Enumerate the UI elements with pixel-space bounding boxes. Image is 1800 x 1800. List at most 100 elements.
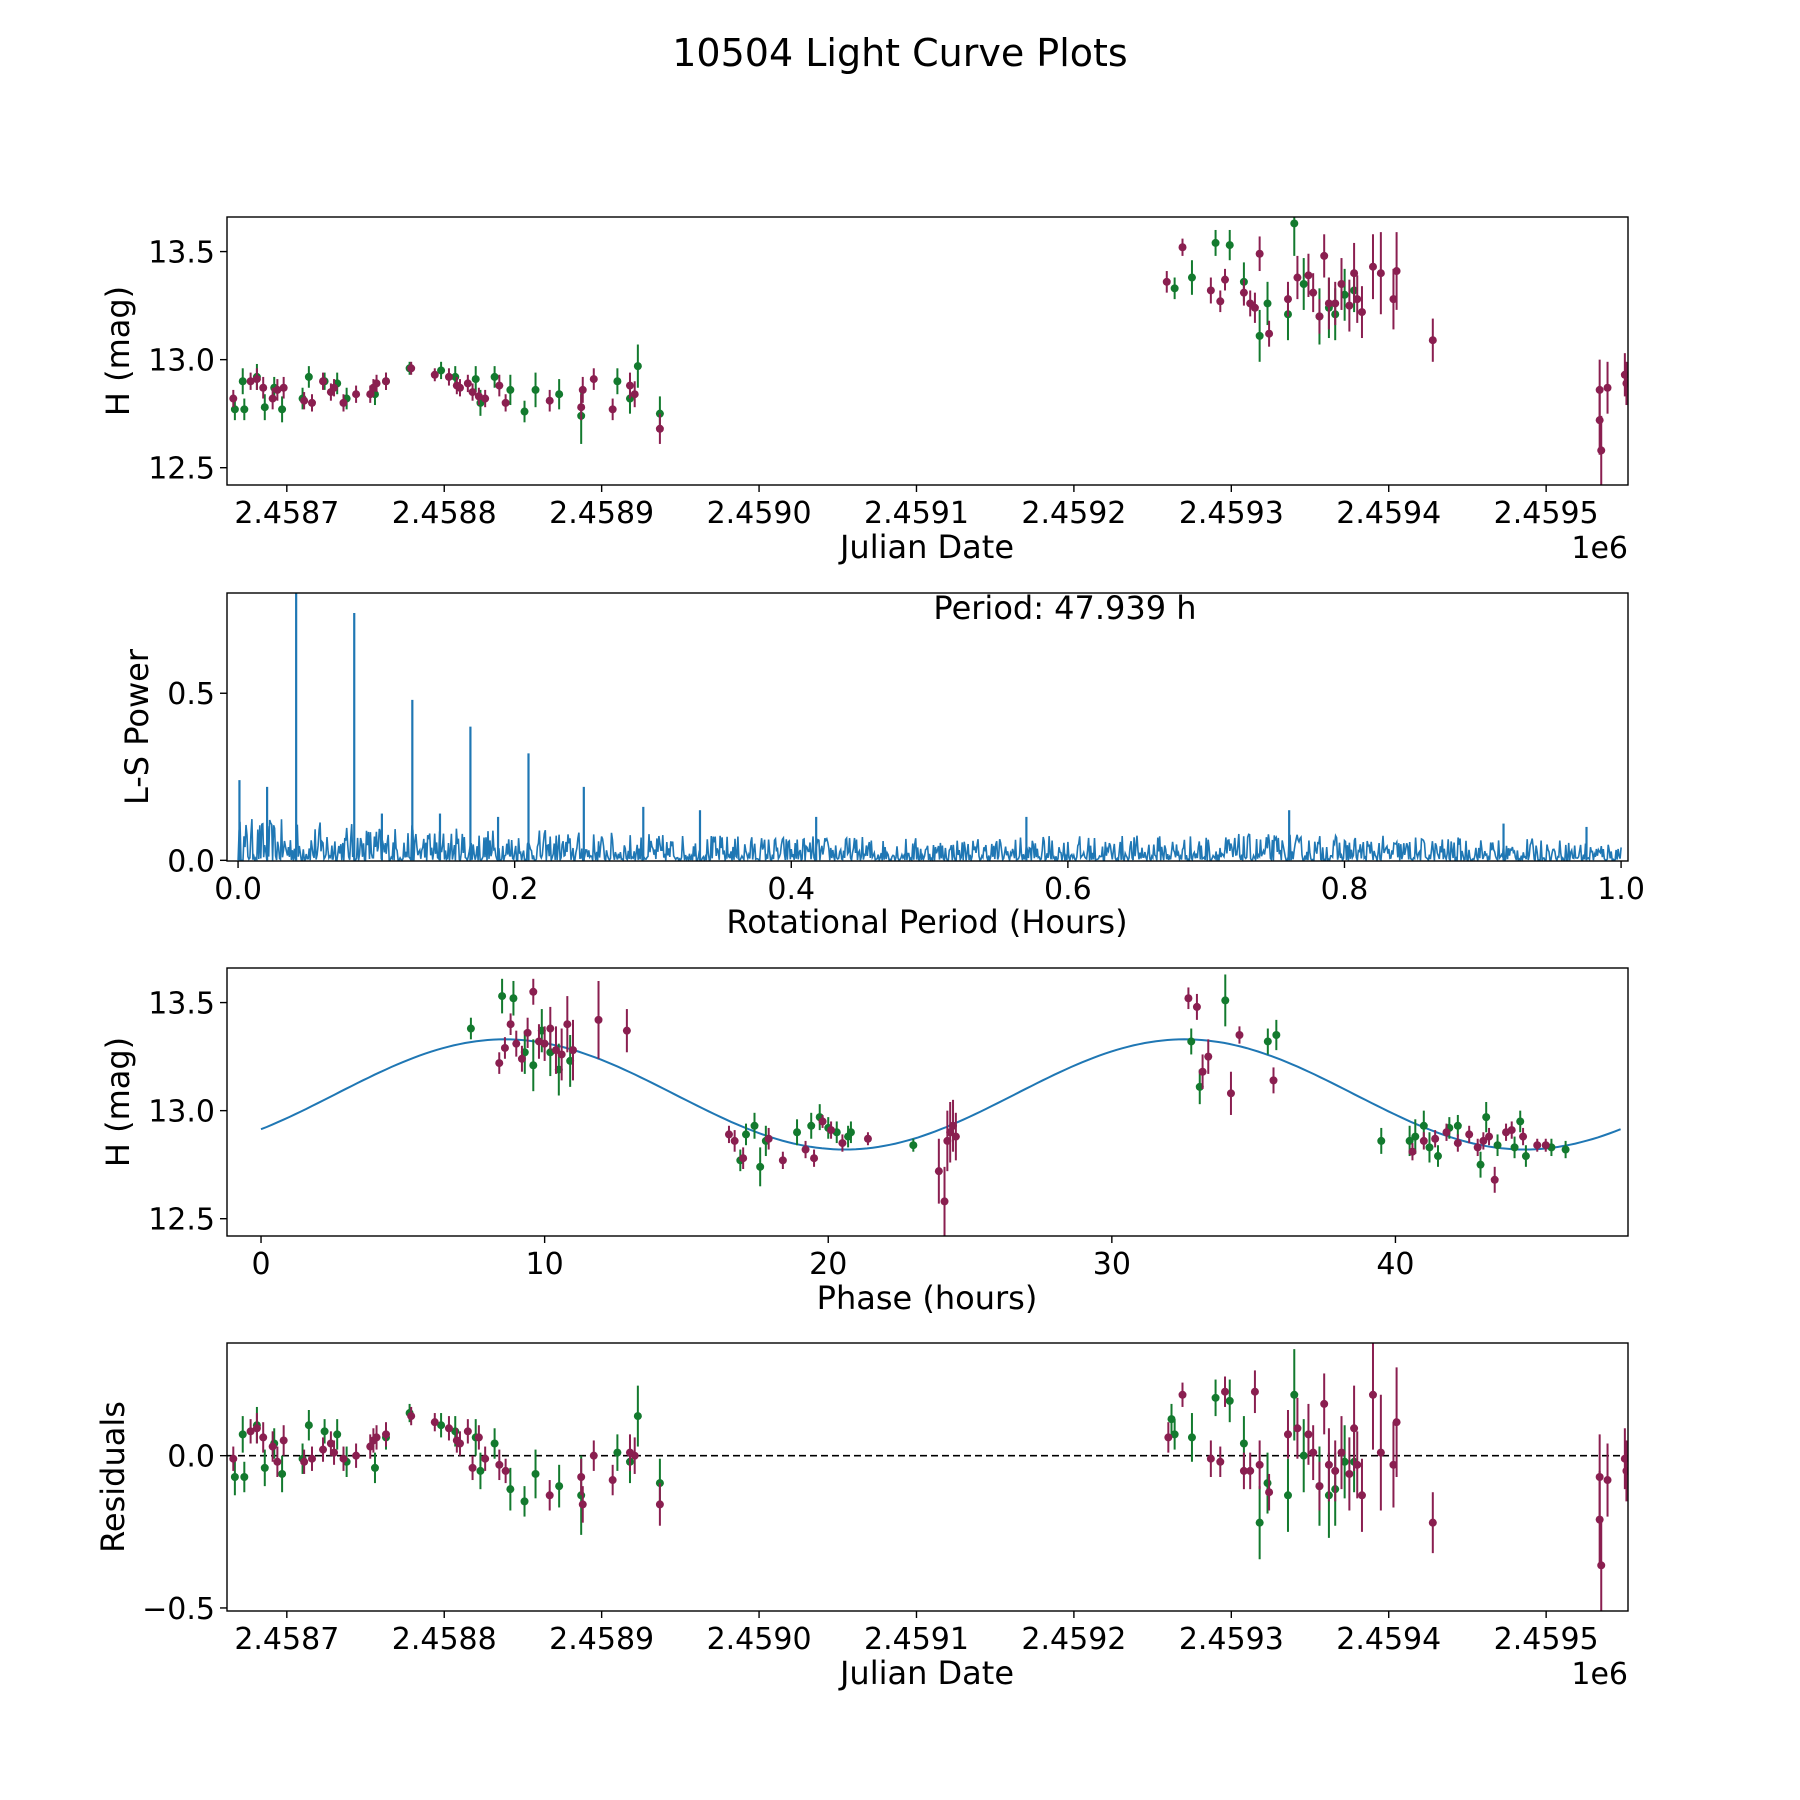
magenta-point bbox=[246, 377, 255, 386]
magenta-point bbox=[1239, 288, 1248, 297]
magenta-point bbox=[1269, 1076, 1278, 1085]
lightcurve-y-tick-label: 12.5 bbox=[148, 452, 215, 487]
magenta-point bbox=[229, 394, 238, 403]
magenta-point bbox=[1622, 379, 1628, 388]
magenta-point bbox=[268, 1442, 277, 1451]
magenta-point bbox=[589, 375, 598, 384]
green-point bbox=[531, 1469, 540, 1478]
green-point bbox=[793, 1128, 802, 1137]
magenta-point bbox=[1622, 1466, 1628, 1475]
green-point bbox=[278, 405, 287, 414]
magenta-point bbox=[1353, 1460, 1362, 1469]
periodogram-x-tick-label: 0.0 bbox=[214, 872, 262, 907]
phased-x-tick-label: 40 bbox=[1376, 1247, 1414, 1282]
panel-lightcurve: 2.4587 2.4588 2.4589 2.4590 2.4591 2.4592 2.45… bbox=[99, 216, 1629, 566]
periodogram-x-tick-label: 1.0 bbox=[1597, 872, 1645, 907]
model-fit-curve bbox=[260, 1038, 1621, 1151]
magenta-point bbox=[1442, 1128, 1451, 1137]
magenta-point bbox=[1304, 271, 1313, 280]
green-point bbox=[633, 1412, 642, 1421]
magenta-point bbox=[1419, 1136, 1428, 1145]
magenta-point bbox=[1350, 269, 1359, 278]
magenta-point bbox=[1603, 1476, 1612, 1485]
magenta-point bbox=[1235, 1031, 1244, 1039]
magenta-point bbox=[372, 1433, 381, 1442]
residuals-marks bbox=[227, 1343, 1628, 1611]
magenta-point bbox=[1353, 295, 1362, 304]
residuals-x-tick-label: 2.4587 bbox=[234, 1622, 339, 1657]
magenta-point bbox=[468, 1463, 477, 1472]
magenta-point bbox=[540, 1039, 549, 1048]
magenta-point bbox=[1162, 277, 1171, 286]
green-point bbox=[1290, 1390, 1299, 1399]
green-point bbox=[1425, 1143, 1434, 1152]
magenta-point bbox=[818, 1117, 827, 1126]
lightcurve-y-tick-label: 13.5 bbox=[148, 236, 215, 271]
magenta-point bbox=[655, 1500, 664, 1509]
magenta-point bbox=[1345, 301, 1354, 310]
periodogram-y-tick-label: 0.0 bbox=[167, 844, 215, 879]
magenta-point bbox=[455, 1439, 464, 1448]
magenta-point bbox=[268, 394, 277, 403]
magenta-point bbox=[1337, 1448, 1346, 1457]
lightcurve-x-tick-label: 2.4588 bbox=[392, 496, 497, 531]
magenta-point bbox=[1206, 1454, 1215, 1463]
magenta-point bbox=[506, 1020, 515, 1029]
periodogram-plot-frame bbox=[226, 592, 1629, 862]
green-point bbox=[1299, 280, 1308, 288]
lightcurve-x-tick-label: 2.4587 bbox=[234, 496, 339, 531]
magenta-point bbox=[1597, 446, 1606, 455]
magenta-point bbox=[551, 1046, 560, 1055]
green-point bbox=[1225, 1396, 1234, 1405]
magenta-point bbox=[326, 1439, 335, 1448]
lightcurve-x-tick-label: 2.4595 bbox=[1494, 496, 1599, 531]
magenta-point bbox=[500, 1043, 509, 1052]
magenta-point bbox=[1345, 1469, 1354, 1478]
magenta-point bbox=[608, 1476, 617, 1485]
magenta-point bbox=[1216, 1457, 1225, 1466]
magenta-point bbox=[1216, 297, 1225, 306]
residuals-x-tick-label: 2.4590 bbox=[707, 1622, 812, 1657]
phased-axes: 0 10 20 30 40 12.5 13.0 13.5 bbox=[148, 987, 1414, 1282]
magenta-point bbox=[474, 392, 483, 401]
green-point bbox=[333, 1430, 342, 1439]
magenta-point bbox=[381, 1430, 390, 1439]
magenta-point bbox=[545, 1491, 554, 1500]
magenta-point bbox=[1331, 1466, 1340, 1475]
green-point bbox=[320, 1427, 329, 1436]
periodogram-x-label: Rotational Period (Hours) bbox=[726, 903, 1127, 941]
periodogram-marks bbox=[237, 593, 1622, 861]
magenta-point bbox=[1309, 1448, 1318, 1457]
magenta-point bbox=[501, 398, 510, 407]
magenta-point bbox=[1331, 299, 1340, 308]
magenta-point bbox=[352, 390, 361, 399]
residuals-axes: 2.4587 2.4588 2.4589 2.4590 2.4591 2.4592 2.45… bbox=[142, 1440, 1598, 1657]
green-point bbox=[846, 1128, 855, 1137]
magenta-point bbox=[308, 398, 317, 407]
magenta-point bbox=[468, 388, 477, 397]
magenta-point bbox=[463, 379, 472, 388]
magenta-point bbox=[1309, 288, 1318, 297]
magenta-point bbox=[1428, 336, 1437, 345]
magenta-point bbox=[481, 1454, 490, 1463]
residuals-x-tick-label: 2.4589 bbox=[549, 1622, 654, 1657]
magenta-point bbox=[1473, 1143, 1482, 1152]
green-point bbox=[1419, 1121, 1428, 1130]
magenta-point bbox=[252, 1424, 261, 1433]
magenta-point bbox=[1204, 1052, 1213, 1061]
magenta-point bbox=[1597, 1561, 1606, 1570]
magenta-point bbox=[1283, 1430, 1292, 1439]
magenta-point bbox=[517, 1054, 526, 1063]
green-point bbox=[1411, 1132, 1420, 1141]
green-point bbox=[498, 992, 507, 1001]
magenta-point bbox=[827, 1126, 836, 1135]
green-point bbox=[1170, 284, 1179, 293]
green-point bbox=[613, 1448, 622, 1457]
periodogram-x-tick-label: 0.6 bbox=[1044, 872, 1092, 907]
magenta-point bbox=[273, 385, 282, 394]
magenta-point bbox=[407, 1412, 416, 1421]
magenta-point bbox=[1265, 1488, 1274, 1497]
magenta-point bbox=[1324, 1460, 1333, 1469]
panel-periodogram: 0.0 0.2 0.4 0.6 0.8 1.0 0.0 0.5 Period: 47.939 … bbox=[118, 589, 1645, 941]
green-point bbox=[1255, 1518, 1264, 1527]
